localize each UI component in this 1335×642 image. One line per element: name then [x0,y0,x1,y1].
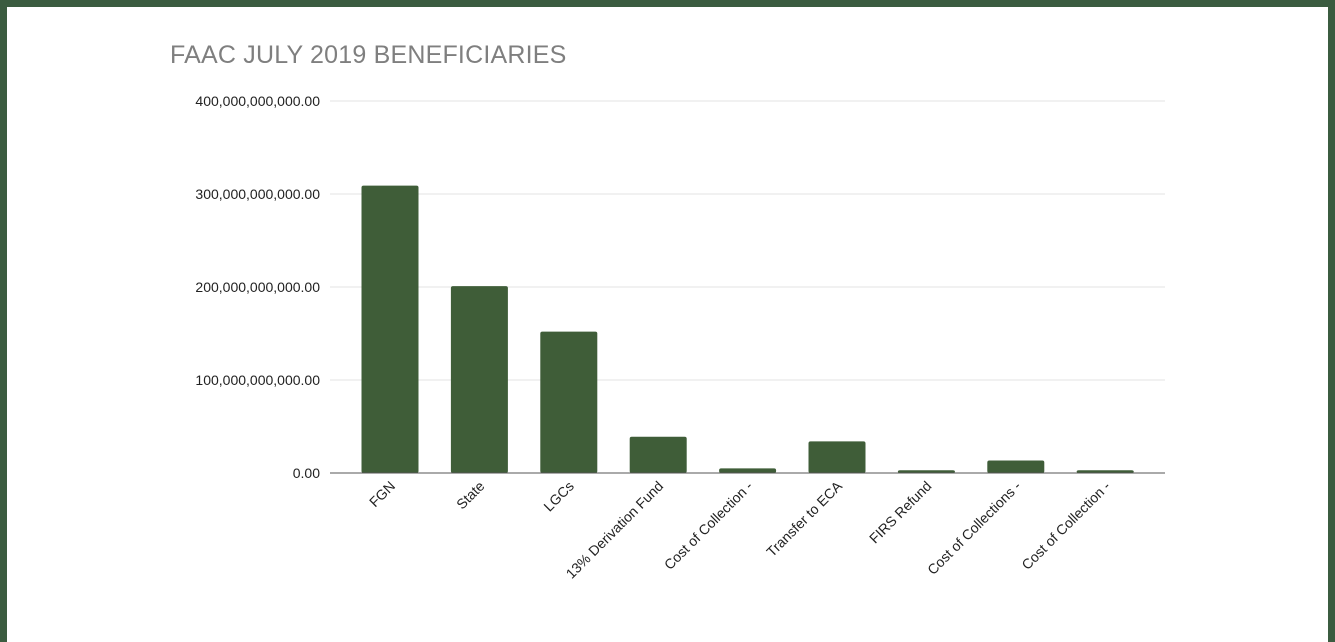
y-axis-ticks: 0.00 100,000,000,000.00 200,000,000,000.00… [195,93,320,481]
x-tick-label: LGCs [540,478,577,515]
y-tick-label: 300,000,000,000.00 [195,186,320,202]
x-tick-label: FIRS Refund [866,478,935,547]
y-tick-label: 100,000,000,000.00 [195,372,320,388]
bar [629,436,687,473]
bar [719,468,777,473]
y-tick-label: 0.00 [293,465,320,481]
y-tick-label: 400,000,000,000.00 [195,93,320,109]
chart-title: FAAC JULY 2019 BENEFICIARIES [170,41,567,69]
x-tick-label: Cost of Collection - [661,478,756,573]
top-border-left [7,0,138,7]
bar [897,470,955,473]
bar [808,441,866,473]
bar [987,460,1045,473]
bar [450,286,508,473]
bar [361,185,419,473]
bar [540,331,598,473]
x-tick-label: Transfer to ECA [763,477,845,559]
x-tick-label: State [453,478,488,513]
top-border-right [1198,0,1328,7]
bar [1076,470,1134,473]
x-tick-label: Cost of Collections - [924,478,1024,578]
bars [361,185,1134,473]
chart-frame [7,7,1328,642]
y-tick-label: 200,000,000,000.00 [195,279,320,295]
x-tick-label: 13% Derivation Fund [563,478,667,582]
x-tick-label: Cost of Collection - [1018,478,1113,573]
x-tick-label: FGN [366,478,398,510]
